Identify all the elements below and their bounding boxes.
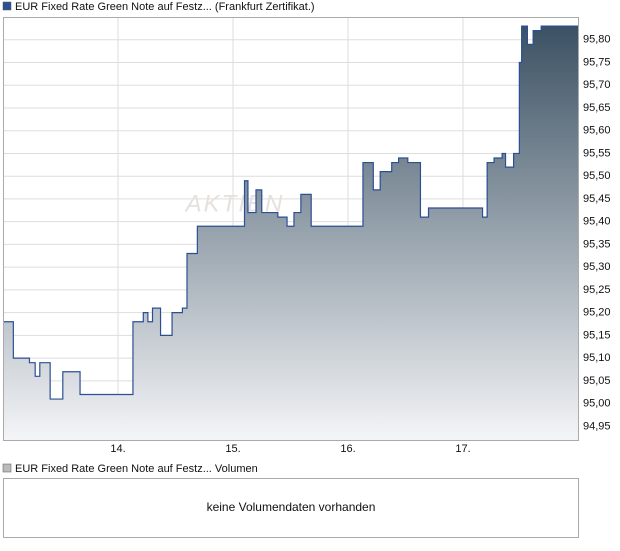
y-tick-label: 95,15 xyxy=(583,329,611,341)
y-tick-label: 95,45 xyxy=(583,193,611,205)
y-tick-label: 95,70 xyxy=(583,79,611,91)
y-tick-label: 95,10 xyxy=(583,352,611,364)
volume-panel xyxy=(3,478,579,538)
y-tick-label: 95,40 xyxy=(583,216,611,228)
y-tick-label: 95,50 xyxy=(583,170,611,182)
y-tick-label: 95,05 xyxy=(583,375,611,387)
volume-message: keine Volumendaten vorhanden xyxy=(207,500,376,514)
y-tick-label: 95,20 xyxy=(583,307,611,319)
volume-legend-swatch xyxy=(2,463,12,473)
y-tick-label: 95,55 xyxy=(583,147,611,159)
x-tick-label: 15. xyxy=(225,443,240,455)
y-tick-label: 95,25 xyxy=(583,284,611,296)
y-tick-label: 95,35 xyxy=(583,238,611,250)
y-tick-label: 95,30 xyxy=(583,261,611,273)
chart-title: EUR Fixed Rate Green Note auf Festz... (… xyxy=(15,1,315,13)
legend-swatch xyxy=(2,1,12,11)
y-tick-label: 94,95 xyxy=(583,420,611,432)
area xyxy=(3,26,578,441)
x-tick-label: 16. xyxy=(340,443,355,455)
y-tick-label: 95,00 xyxy=(583,398,611,410)
y-tick-label: 95,80 xyxy=(583,34,611,46)
y-tick-label: 95,75 xyxy=(583,56,611,68)
x-tick-label: 17. xyxy=(455,443,470,455)
y-tick-label: 95,60 xyxy=(583,125,611,137)
line xyxy=(3,25,578,400)
volume-legend: EUR Fixed Rate Green Note auf Festz... V… xyxy=(15,463,258,475)
y-tick-label: 95,65 xyxy=(583,102,611,114)
plot-area: AKTIEN xyxy=(3,17,578,441)
plot-frame xyxy=(3,17,579,441)
x-tick-label: 14. xyxy=(110,443,125,455)
